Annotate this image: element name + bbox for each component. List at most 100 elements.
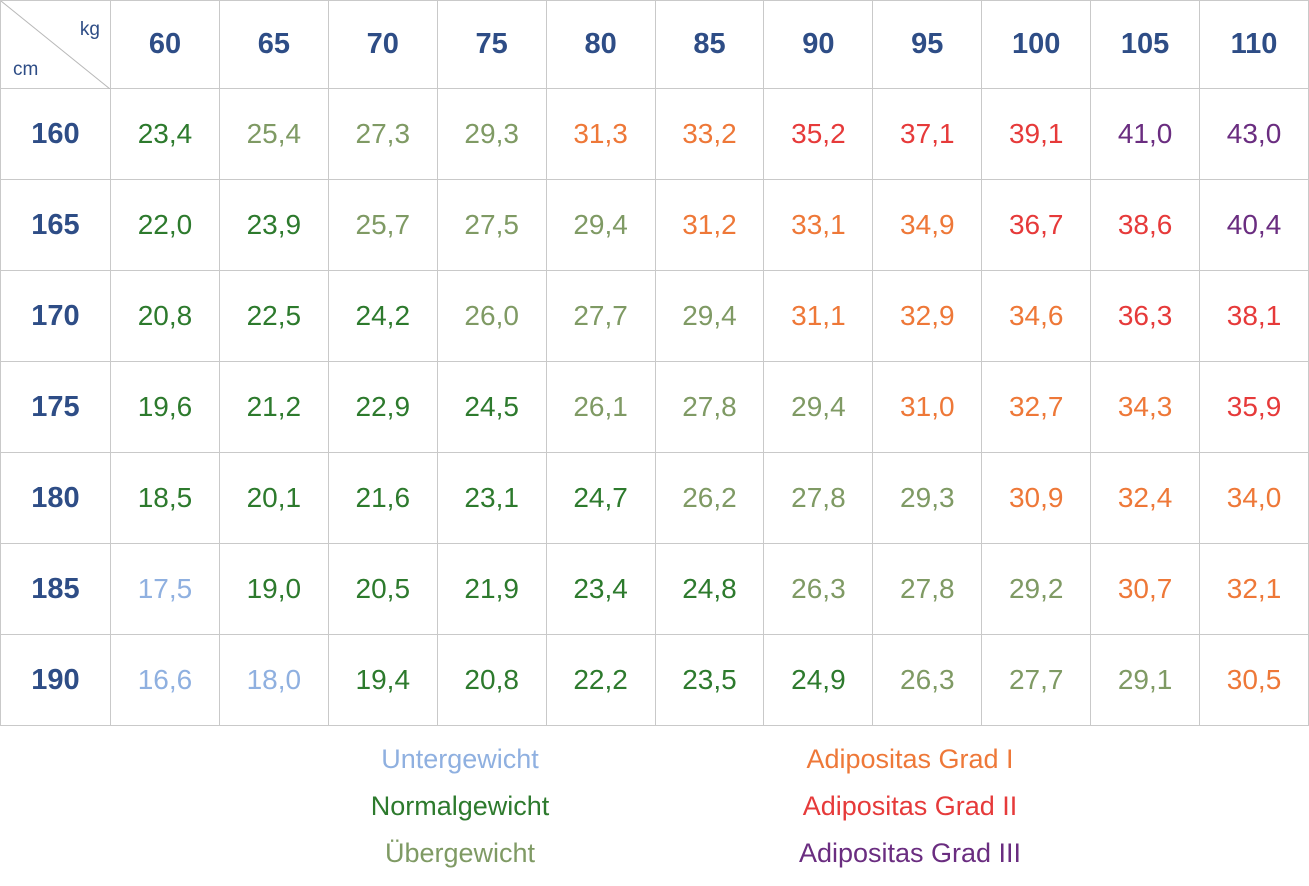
column-header-kg: 80 — [545, 0, 656, 89]
row-unit-label: cm — [13, 59, 39, 80]
bmi-value-cell: 24,8 — [654, 543, 765, 635]
bmi-value-cell: 34,0 — [1199, 452, 1309, 544]
legend-item: Adipositas Grad II — [802, 791, 1018, 821]
bmi-value-cell: 35,9 — [1199, 361, 1309, 453]
column-header-kg: 95 — [872, 0, 983, 89]
bmi-value-cell: 22,9 — [327, 361, 438, 453]
column-header-kg: 90 — [763, 0, 874, 89]
row-header-cm: 175 — [0, 361, 111, 453]
bmi-value-cell: 19,4 — [327, 634, 438, 726]
bmi-value-cell: 19,0 — [218, 543, 329, 635]
bmi-value-cell: 27,8 — [763, 452, 874, 544]
legend-column-left: Untergewicht Normalgewicht Übergewicht — [350, 736, 570, 877]
table-row: 165 22,0 23,9 25,7 27,5 29,4 31,2 33,1 34,9 36,7 3… — [0, 179, 1309, 271]
bmi-value-cell: 17,5 — [110, 543, 220, 635]
bmi-value-cell: 20,8 — [110, 270, 220, 362]
bmi-value-cell: 38,1 — [1199, 270, 1309, 362]
bmi-value-cell: 34,9 — [872, 179, 983, 271]
bmi-value-cell: 43,0 — [1199, 88, 1309, 180]
bmi-value-cell: 27,8 — [872, 543, 983, 635]
bmi-value-cell: 18,0 — [218, 634, 329, 726]
bmi-value-cell: 26,0 — [436, 270, 547, 362]
bmi-value-cell: 23,1 — [436, 452, 547, 544]
bmi-value-cell: 26,3 — [763, 543, 874, 635]
table-row: 170 20,8 22,5 24,2 26,0 27,7 29,4 31,1 32,9 34,6 3… — [0, 270, 1309, 362]
bmi-value-cell: 23,4 — [110, 88, 220, 180]
bmi-value-cell: 24,7 — [545, 452, 656, 544]
legend-column-right: Adipositas Grad I Adipositas Grad II Adipo… — [760, 736, 1060, 877]
row-header-cm: 190 — [0, 634, 111, 726]
bmi-value-cell: 32,1 — [1199, 543, 1309, 635]
bmi-value-cell: 41,0 — [1090, 88, 1201, 180]
bmi-value-cell: 27,7 — [981, 634, 1092, 726]
column-header-kg: 70 — [327, 0, 438, 89]
row-header-cm: 160 — [0, 88, 111, 180]
table-row: 190 16,6 18,0 19,4 20,8 22,2 23,5 24,9 26,3 27,7 2… — [0, 634, 1309, 726]
bmi-value-cell: 26,1 — [545, 361, 656, 453]
bmi-value-cell: 32,4 — [1090, 452, 1201, 544]
bmi-value-cell: 29,4 — [654, 270, 765, 362]
bmi-value-cell: 23,4 — [545, 543, 656, 635]
bmi-value-cell: 19,6 — [110, 361, 220, 453]
bmi-value-cell: 33,2 — [654, 88, 765, 180]
bmi-value-cell: 22,0 — [110, 179, 220, 271]
column-unit-label: kg — [79, 19, 100, 40]
column-header-kg: 100 — [981, 0, 1092, 89]
bmi-value-cell: 36,3 — [1090, 270, 1201, 362]
bmi-value-cell: 29,2 — [981, 543, 1092, 635]
table-row: 160 23,4 25,4 27,3 29,3 31,3 33,2 35,2 37,1 39,1 4… — [0, 88, 1309, 180]
bmi-value-cell: 23,5 — [654, 634, 765, 726]
bmi-value-cell: 25,7 — [327, 179, 438, 271]
bmi-value-cell: 29,1 — [1090, 634, 1201, 726]
bmi-value-cell: 38,6 — [1090, 179, 1201, 271]
bmi-value-cell: 18,5 — [110, 452, 220, 544]
column-header-kg: 60 — [110, 0, 220, 89]
bmi-value-cell: 27,7 — [545, 270, 656, 362]
bmi-value-cell: 24,5 — [436, 361, 547, 453]
table-row: 180 18,5 20,1 21,6 23,1 24,7 26,2 27,8 29,3 30,9 3… — [0, 452, 1309, 544]
bmi-table: kg cm 60 65 70 75 80 85 90 95 100 105 110 160 23,4 2… — [0, 0, 1309, 726]
bmi-value-cell: 20,1 — [218, 452, 329, 544]
bmi-value-cell: 24,9 — [763, 634, 874, 726]
bmi-value-cell: 31,0 — [872, 361, 983, 453]
bmi-value-cell: 35,2 — [763, 88, 874, 180]
bmi-value-cell: 25,4 — [218, 88, 329, 180]
bmi-value-cell: 31,1 — [763, 270, 874, 362]
bmi-value-cell: 37,1 — [872, 88, 983, 180]
bmi-value-cell: 31,2 — [654, 179, 765, 271]
bmi-value-cell: 26,3 — [872, 634, 983, 726]
bmi-value-cell: 21,2 — [218, 361, 329, 453]
header-row: kg cm 60 65 70 75 80 85 90 95 100 105 110 — [0, 0, 1309, 89]
bmi-value-cell: 27,3 — [327, 88, 438, 180]
bmi-value-cell: 32,9 — [872, 270, 983, 362]
legend-item: Untergewicht — [381, 744, 539, 774]
bmi-value-cell: 29,3 — [872, 452, 983, 544]
bmi-value-cell: 40,4 — [1199, 179, 1309, 271]
bmi-value-cell: 24,2 — [327, 270, 438, 362]
bmi-value-cell: 21,6 — [327, 452, 438, 544]
legend: Untergewicht Normalgewicht Übergewicht Adi… — [0, 736, 1309, 886]
legend-item: Übergewicht — [384, 838, 536, 868]
bmi-value-cell: 16,6 — [110, 634, 220, 726]
row-header-cm: 165 — [0, 179, 111, 271]
bmi-value-cell: 27,8 — [654, 361, 765, 453]
legend-item: Adipositas Grad I — [806, 744, 1014, 774]
bmi-value-cell: 22,2 — [545, 634, 656, 726]
bmi-value-cell: 32,7 — [981, 361, 1092, 453]
legend-item: Normalgewicht — [370, 791, 550, 821]
row-header-cm: 170 — [0, 270, 111, 362]
column-header-kg: 75 — [436, 0, 547, 89]
column-header-kg: 110 — [1199, 0, 1309, 89]
bmi-value-cell: 39,1 — [981, 88, 1092, 180]
bmi-value-cell: 36,7 — [981, 179, 1092, 271]
column-header-kg: 105 — [1090, 0, 1201, 89]
corner-cell: kg cm — [0, 0, 111, 89]
bmi-value-cell: 29,4 — [545, 179, 656, 271]
bmi-value-cell: 31,3 — [545, 88, 656, 180]
legend-item: Adipositas Grad III — [798, 838, 1022, 868]
bmi-value-cell: 20,5 — [327, 543, 438, 635]
bmi-value-cell: 29,3 — [436, 88, 547, 180]
table-body: 160 23,4 25,4 27,3 29,3 31,3 33,2 35,2 37,1 39,1 4… — [0, 88, 1309, 726]
bmi-value-cell: 30,5 — [1199, 634, 1309, 726]
corner-diagonal — [1, 1, 110, 89]
